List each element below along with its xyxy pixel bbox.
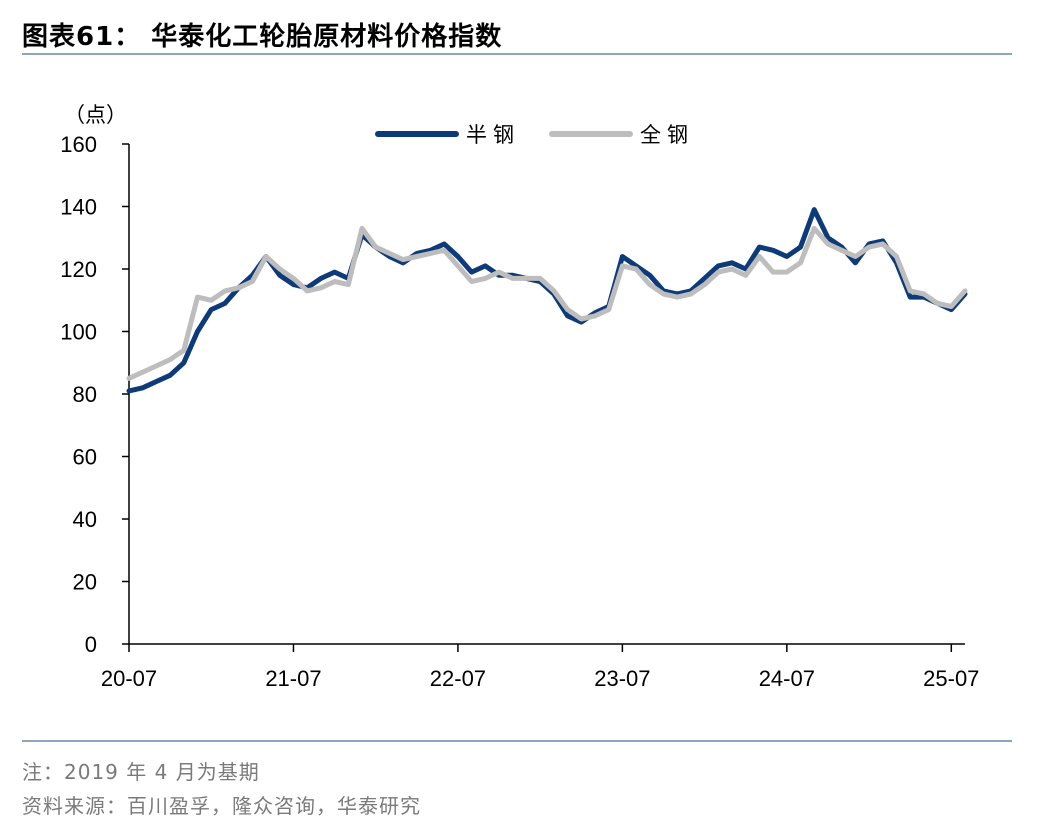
series-line-1: [126, 207, 968, 394]
x-tick-label: 24-07: [759, 666, 815, 691]
y-tick-label: 20: [73, 570, 97, 595]
footnote: 注：2019 年 4 月为基期: [22, 760, 260, 784]
line-chart: （点） 0 20 40 60 80 100 120 140 160 20-07 21-07 22-07 2…: [60, 103, 979, 691]
legend-label-2: 全钢: [640, 123, 694, 147]
x-tick-label: 25-07: [923, 666, 979, 691]
y-tick-label: 0: [85, 632, 97, 657]
legend-label-1: 半钢: [466, 123, 520, 147]
y-tick-label: 140: [60, 195, 97, 220]
y-tick-label: 160: [60, 132, 97, 157]
x-tick-label: 20-07: [101, 666, 157, 691]
bottom-divider: [22, 740, 1012, 742]
y-tick-label: 40: [73, 507, 97, 532]
chart-title: 图表61： 华泰化工轮胎原材料价格指数: [22, 22, 503, 52]
y-unit-label: （点）: [64, 103, 127, 127]
series-line-2: [126, 225, 968, 381]
x-tick-label: 22-07: [430, 666, 486, 691]
title-bar: 图表61： 华泰化工轮胎原材料价格指数: [22, 14, 1012, 54]
y-tick-label: 120: [60, 257, 97, 282]
top-divider: [22, 53, 1012, 55]
y-tick-label: 80: [73, 382, 97, 407]
x-tick-label: 21-07: [265, 666, 321, 691]
x-tick-label: 23-07: [594, 666, 650, 691]
y-tick-label: 60: [73, 445, 97, 470]
source-note: 资料来源：百川盈孚，隆众咨询，华泰研究: [22, 794, 421, 818]
y-tick-label: 100: [60, 320, 97, 345]
